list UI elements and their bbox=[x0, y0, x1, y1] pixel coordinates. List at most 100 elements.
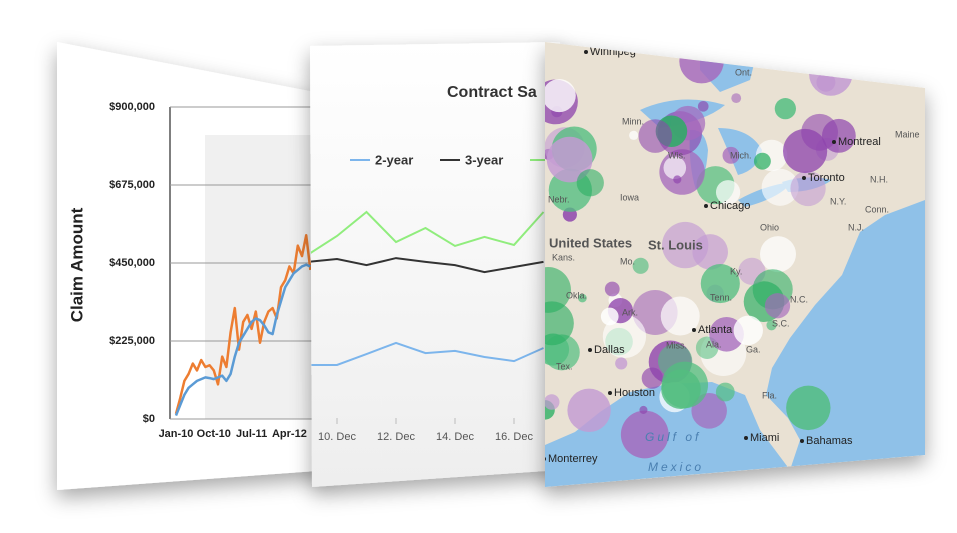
bubble bbox=[663, 156, 687, 180]
city-dot bbox=[692, 328, 696, 332]
map-label: Houston bbox=[614, 387, 655, 399]
map-label: N.J. bbox=[848, 222, 864, 232]
city-dot bbox=[800, 439, 804, 443]
y-tick-label: $675,000 bbox=[109, 179, 155, 191]
bubble bbox=[600, 307, 619, 326]
bubble bbox=[753, 152, 771, 170]
bubble bbox=[661, 369, 701, 410]
map-label: Maine bbox=[895, 129, 920, 139]
map-label: Gulf of bbox=[645, 430, 701, 444]
x-tick-label: 16. Dec bbox=[495, 431, 533, 443]
map-label: Wis. bbox=[668, 150, 686, 160]
bubble bbox=[545, 78, 576, 113]
map-label: Bahamas bbox=[806, 435, 853, 447]
map-label: N.C. bbox=[790, 294, 808, 304]
bubble bbox=[733, 315, 763, 346]
y-tick-label: $0 bbox=[143, 413, 155, 425]
map-label: Fla. bbox=[762, 390, 777, 400]
bubble bbox=[731, 93, 742, 104]
map-label: Montreal bbox=[838, 136, 881, 148]
map-label: Miss. bbox=[666, 340, 687, 350]
chart-title: Contract Sa bbox=[447, 84, 537, 101]
map-label: Winnipeg bbox=[590, 46, 636, 58]
map-label: Ga. bbox=[746, 344, 761, 354]
x-tick-label: Oct-10 bbox=[197, 428, 231, 440]
city-dot bbox=[584, 50, 588, 54]
map-label: Ark. bbox=[622, 307, 638, 317]
panel-map: Winnipeg Ont. Minn. Wis. Mich. Montreal Toront… bbox=[545, 42, 925, 487]
bubble bbox=[620, 410, 669, 459]
bubble bbox=[774, 98, 796, 120]
panel bbox=[310, 42, 560, 487]
map-label: Ky. bbox=[730, 266, 742, 276]
map-label: Atlanta bbox=[698, 324, 733, 336]
city-dot bbox=[802, 176, 806, 180]
city-dot bbox=[588, 348, 592, 352]
map-label: Kans. bbox=[552, 252, 575, 262]
y-tick-label: $225,000 bbox=[109, 335, 155, 347]
map-label: N.H. bbox=[870, 174, 888, 184]
map-label: Conn. bbox=[865, 204, 889, 214]
bubble bbox=[761, 168, 799, 206]
legend-label: 3-year bbox=[465, 152, 503, 167]
map-label: Monterrey bbox=[548, 453, 598, 465]
map-label: Chicago bbox=[710, 200, 750, 212]
map-label: N.Y. bbox=[830, 196, 846, 206]
bubble bbox=[545, 301, 574, 346]
bubble bbox=[657, 343, 693, 379]
bubble bbox=[639, 405, 648, 414]
bubble bbox=[786, 385, 831, 431]
y-axis-title: Claim Amount bbox=[67, 207, 86, 322]
x-tick-label: 14. Dec bbox=[436, 431, 474, 443]
series-line bbox=[174, 234, 312, 415]
bubble bbox=[604, 281, 620, 297]
x-tick-label: Jan-10 bbox=[159, 428, 194, 440]
bubble bbox=[545, 267, 571, 313]
bubble bbox=[790, 170, 826, 207]
plot: 10. Dec 12. Dec 14. Dec 16. Dec 2-year 3-year bbox=[310, 152, 550, 443]
series-line bbox=[174, 263, 311, 417]
series-line bbox=[310, 210, 545, 256]
city-dot bbox=[704, 204, 708, 208]
map: Winnipeg Ont. Minn. Wis. Mich. Montreal Toront… bbox=[545, 42, 925, 487]
map-label: Okla. bbox=[566, 290, 587, 300]
bubble bbox=[638, 119, 673, 153]
y-tick-label: $900,000 bbox=[109, 101, 155, 113]
map-label: St. Louis bbox=[648, 237, 703, 252]
city-dot bbox=[832, 140, 836, 144]
map-label: Minn. bbox=[622, 116, 644, 126]
bubble bbox=[546, 136, 593, 183]
bubble bbox=[764, 293, 791, 319]
bubble bbox=[801, 113, 839, 151]
bubble bbox=[700, 263, 740, 304]
map-label: Ala. bbox=[706, 339, 722, 349]
x-tick-label: 10. Dec bbox=[318, 431, 356, 443]
bubble bbox=[632, 257, 649, 274]
bubble bbox=[567, 388, 611, 433]
bubble bbox=[660, 296, 700, 336]
map-label: Ont. bbox=[735, 67, 752, 77]
bubble bbox=[615, 357, 628, 370]
series-group bbox=[174, 234, 312, 417]
series-line bbox=[310, 257, 544, 274]
bubble bbox=[629, 130, 639, 140]
map-label: Ohio bbox=[760, 222, 779, 232]
map-label: Mexico bbox=[648, 460, 704, 474]
bubble bbox=[576, 169, 604, 197]
bubble bbox=[602, 314, 647, 359]
map-label: Nebr. bbox=[548, 194, 570, 204]
map-label: Iowa bbox=[620, 192, 639, 202]
map-label: Mo. bbox=[620, 256, 635, 266]
map-label: Miami bbox=[750, 432, 779, 444]
lake bbox=[718, 128, 762, 175]
bubble bbox=[673, 175, 682, 184]
bubble bbox=[662, 221, 709, 269]
panel-contract: Contract Sa 10. Dec 12. Dec 14. Dec 16. Dec… bbox=[310, 42, 560, 487]
map-label: Tenn. bbox=[710, 292, 732, 302]
panel-claims: Claim Amount $0 $225,000 $450,000 $675,000 $… bbox=[57, 42, 335, 490]
map-label: Dallas bbox=[594, 344, 625, 356]
x-tick-label: Apr-12 bbox=[272, 428, 307, 440]
bubble bbox=[545, 394, 560, 410]
